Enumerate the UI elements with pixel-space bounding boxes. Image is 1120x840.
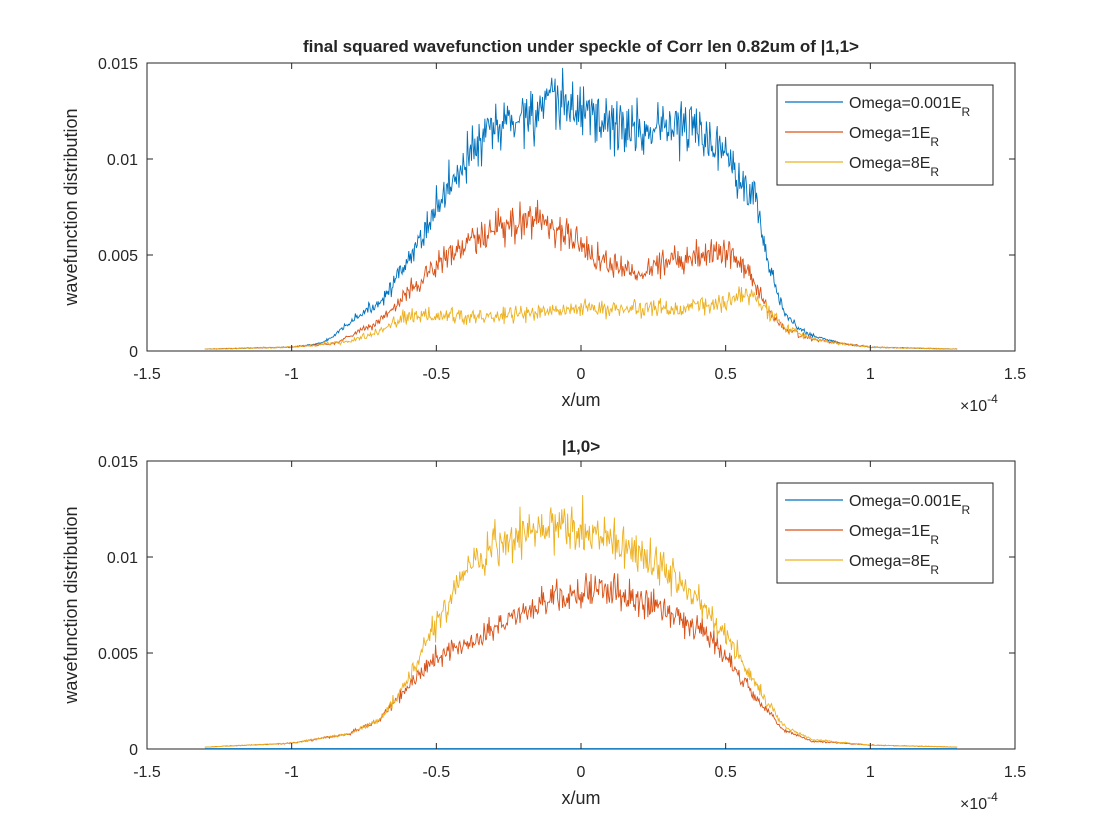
x-tick-label: -1.5 bbox=[133, 366, 161, 383]
series-line-3 bbox=[204, 495, 958, 748]
x-tick-label: 0.5 bbox=[715, 764, 737, 781]
y-tick-label: 0.005 bbox=[98, 646, 138, 663]
x-exponent-label: ×10-4 bbox=[960, 790, 998, 813]
x-tick-label: 0 bbox=[577, 366, 586, 383]
x-tick-label: 1 bbox=[866, 366, 875, 383]
y-tick-label: 0.005 bbox=[98, 248, 138, 265]
y-tick-label: 0.01 bbox=[107, 550, 138, 567]
x-tick-label: 0 bbox=[577, 764, 586, 781]
bottom-subplot: -1.5 -1 -0.5 0 0.5 1 1.5 0 0.005 0.01 0.015 |1,0> x/… bbox=[61, 437, 1026, 813]
series-line-3 bbox=[204, 286, 958, 350]
x-tick-label: 1 bbox=[866, 764, 875, 781]
x-tick-label: -0.5 bbox=[423, 366, 451, 383]
x-tick-label: 1.5 bbox=[1004, 366, 1026, 383]
x-axis-label: x/um bbox=[561, 390, 600, 410]
x-exponent-label: ×10-4 bbox=[960, 392, 998, 415]
x-tick-label: -1 bbox=[285, 366, 299, 383]
chart-title: |1,0> bbox=[562, 437, 600, 456]
y-tick-label: 0.01 bbox=[107, 152, 138, 169]
y-tick-label: 0.015 bbox=[98, 56, 138, 73]
y-tick-label: 0.015 bbox=[98, 454, 138, 471]
y-tick-label: 0 bbox=[129, 742, 138, 759]
y-axis-label: wavefunction distribution bbox=[61, 108, 81, 306]
x-tick-label: -0.5 bbox=[423, 764, 451, 781]
x-tick-label: 0.5 bbox=[715, 366, 737, 383]
x-tick-label: 1.5 bbox=[1004, 764, 1026, 781]
x-tick-label: -1 bbox=[285, 764, 299, 781]
x-axis-label: x/um bbox=[561, 788, 600, 808]
top-subplot: -1.5 -1 -0.5 0 0.5 1 1.5 0 0.005 0.01 0.015 final s… bbox=[61, 37, 1026, 415]
series-line-1 bbox=[204, 67, 958, 350]
x-tick-label: -1.5 bbox=[133, 764, 161, 781]
y-axis-label: wavefunction distribution bbox=[61, 506, 81, 704]
chart-title: final squared wavefunction under speckle… bbox=[303, 37, 859, 56]
y-tick-label: 0 bbox=[129, 344, 138, 361]
